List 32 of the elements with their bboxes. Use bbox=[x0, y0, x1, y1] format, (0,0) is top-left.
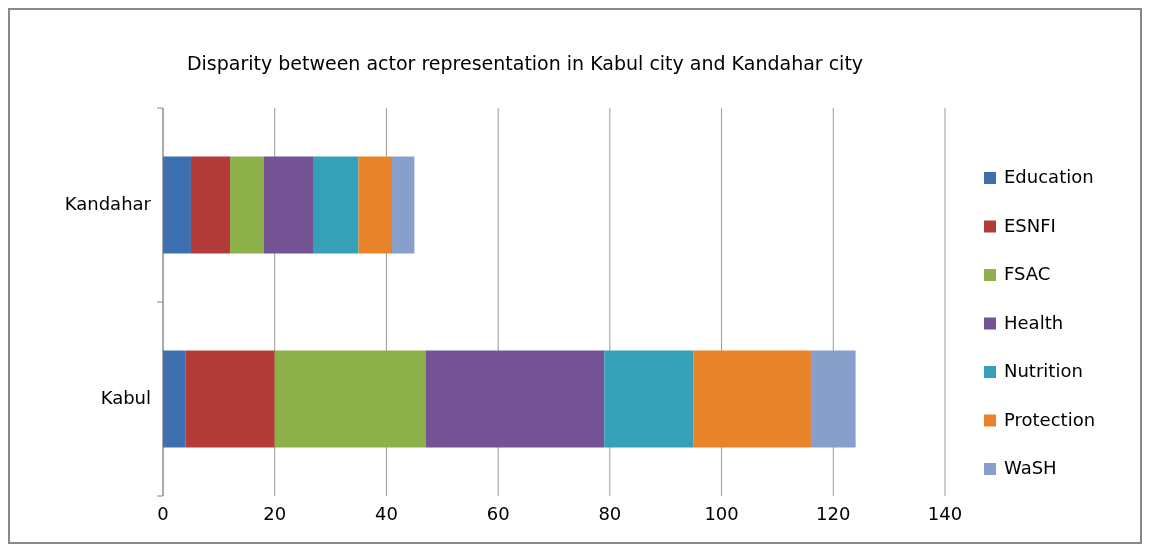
legend-label: ESNFI bbox=[1004, 214, 1056, 236]
legend-label: Nutrition bbox=[1004, 360, 1083, 381]
legend-label: WaSH bbox=[1004, 457, 1057, 478]
chart-title: Disparity between actor representation in Kabul city and Kandahar city bbox=[186, 52, 864, 74]
x-tick-label: 60 bbox=[486, 503, 510, 524]
bar bbox=[163, 156, 191, 254]
x-tick-label: 20 bbox=[263, 503, 287, 524]
legend-label: Education bbox=[1004, 166, 1094, 187]
bar bbox=[392, 156, 415, 254]
bar bbox=[810, 350, 856, 448]
bar bbox=[358, 156, 393, 254]
legend-label: Protection bbox=[1004, 408, 1096, 430]
bar bbox=[230, 156, 264, 254]
bar bbox=[185, 350, 275, 448]
x-tick-label: 120 bbox=[816, 503, 851, 524]
bar bbox=[190, 156, 231, 254]
x-tick-label: 0 bbox=[157, 503, 169, 524]
y-tick-label: Kandahar bbox=[64, 193, 152, 214]
bar bbox=[263, 156, 314, 254]
x-tick-label: 140 bbox=[927, 503, 963, 524]
bar bbox=[163, 350, 186, 448]
y-tick-label: Kabul bbox=[100, 387, 151, 408]
x-tick-label: 80 bbox=[598, 503, 622, 524]
x-tick-label: 100 bbox=[704, 503, 739, 524]
bar bbox=[313, 156, 359, 254]
bar bbox=[604, 350, 694, 448]
bar bbox=[274, 350, 426, 448]
bar bbox=[425, 350, 605, 448]
x-tick-label: 40 bbox=[374, 503, 398, 524]
legend-label: Health bbox=[1004, 311, 1064, 333]
legend-label: FSAC bbox=[1004, 263, 1051, 284]
bar bbox=[693, 350, 811, 448]
